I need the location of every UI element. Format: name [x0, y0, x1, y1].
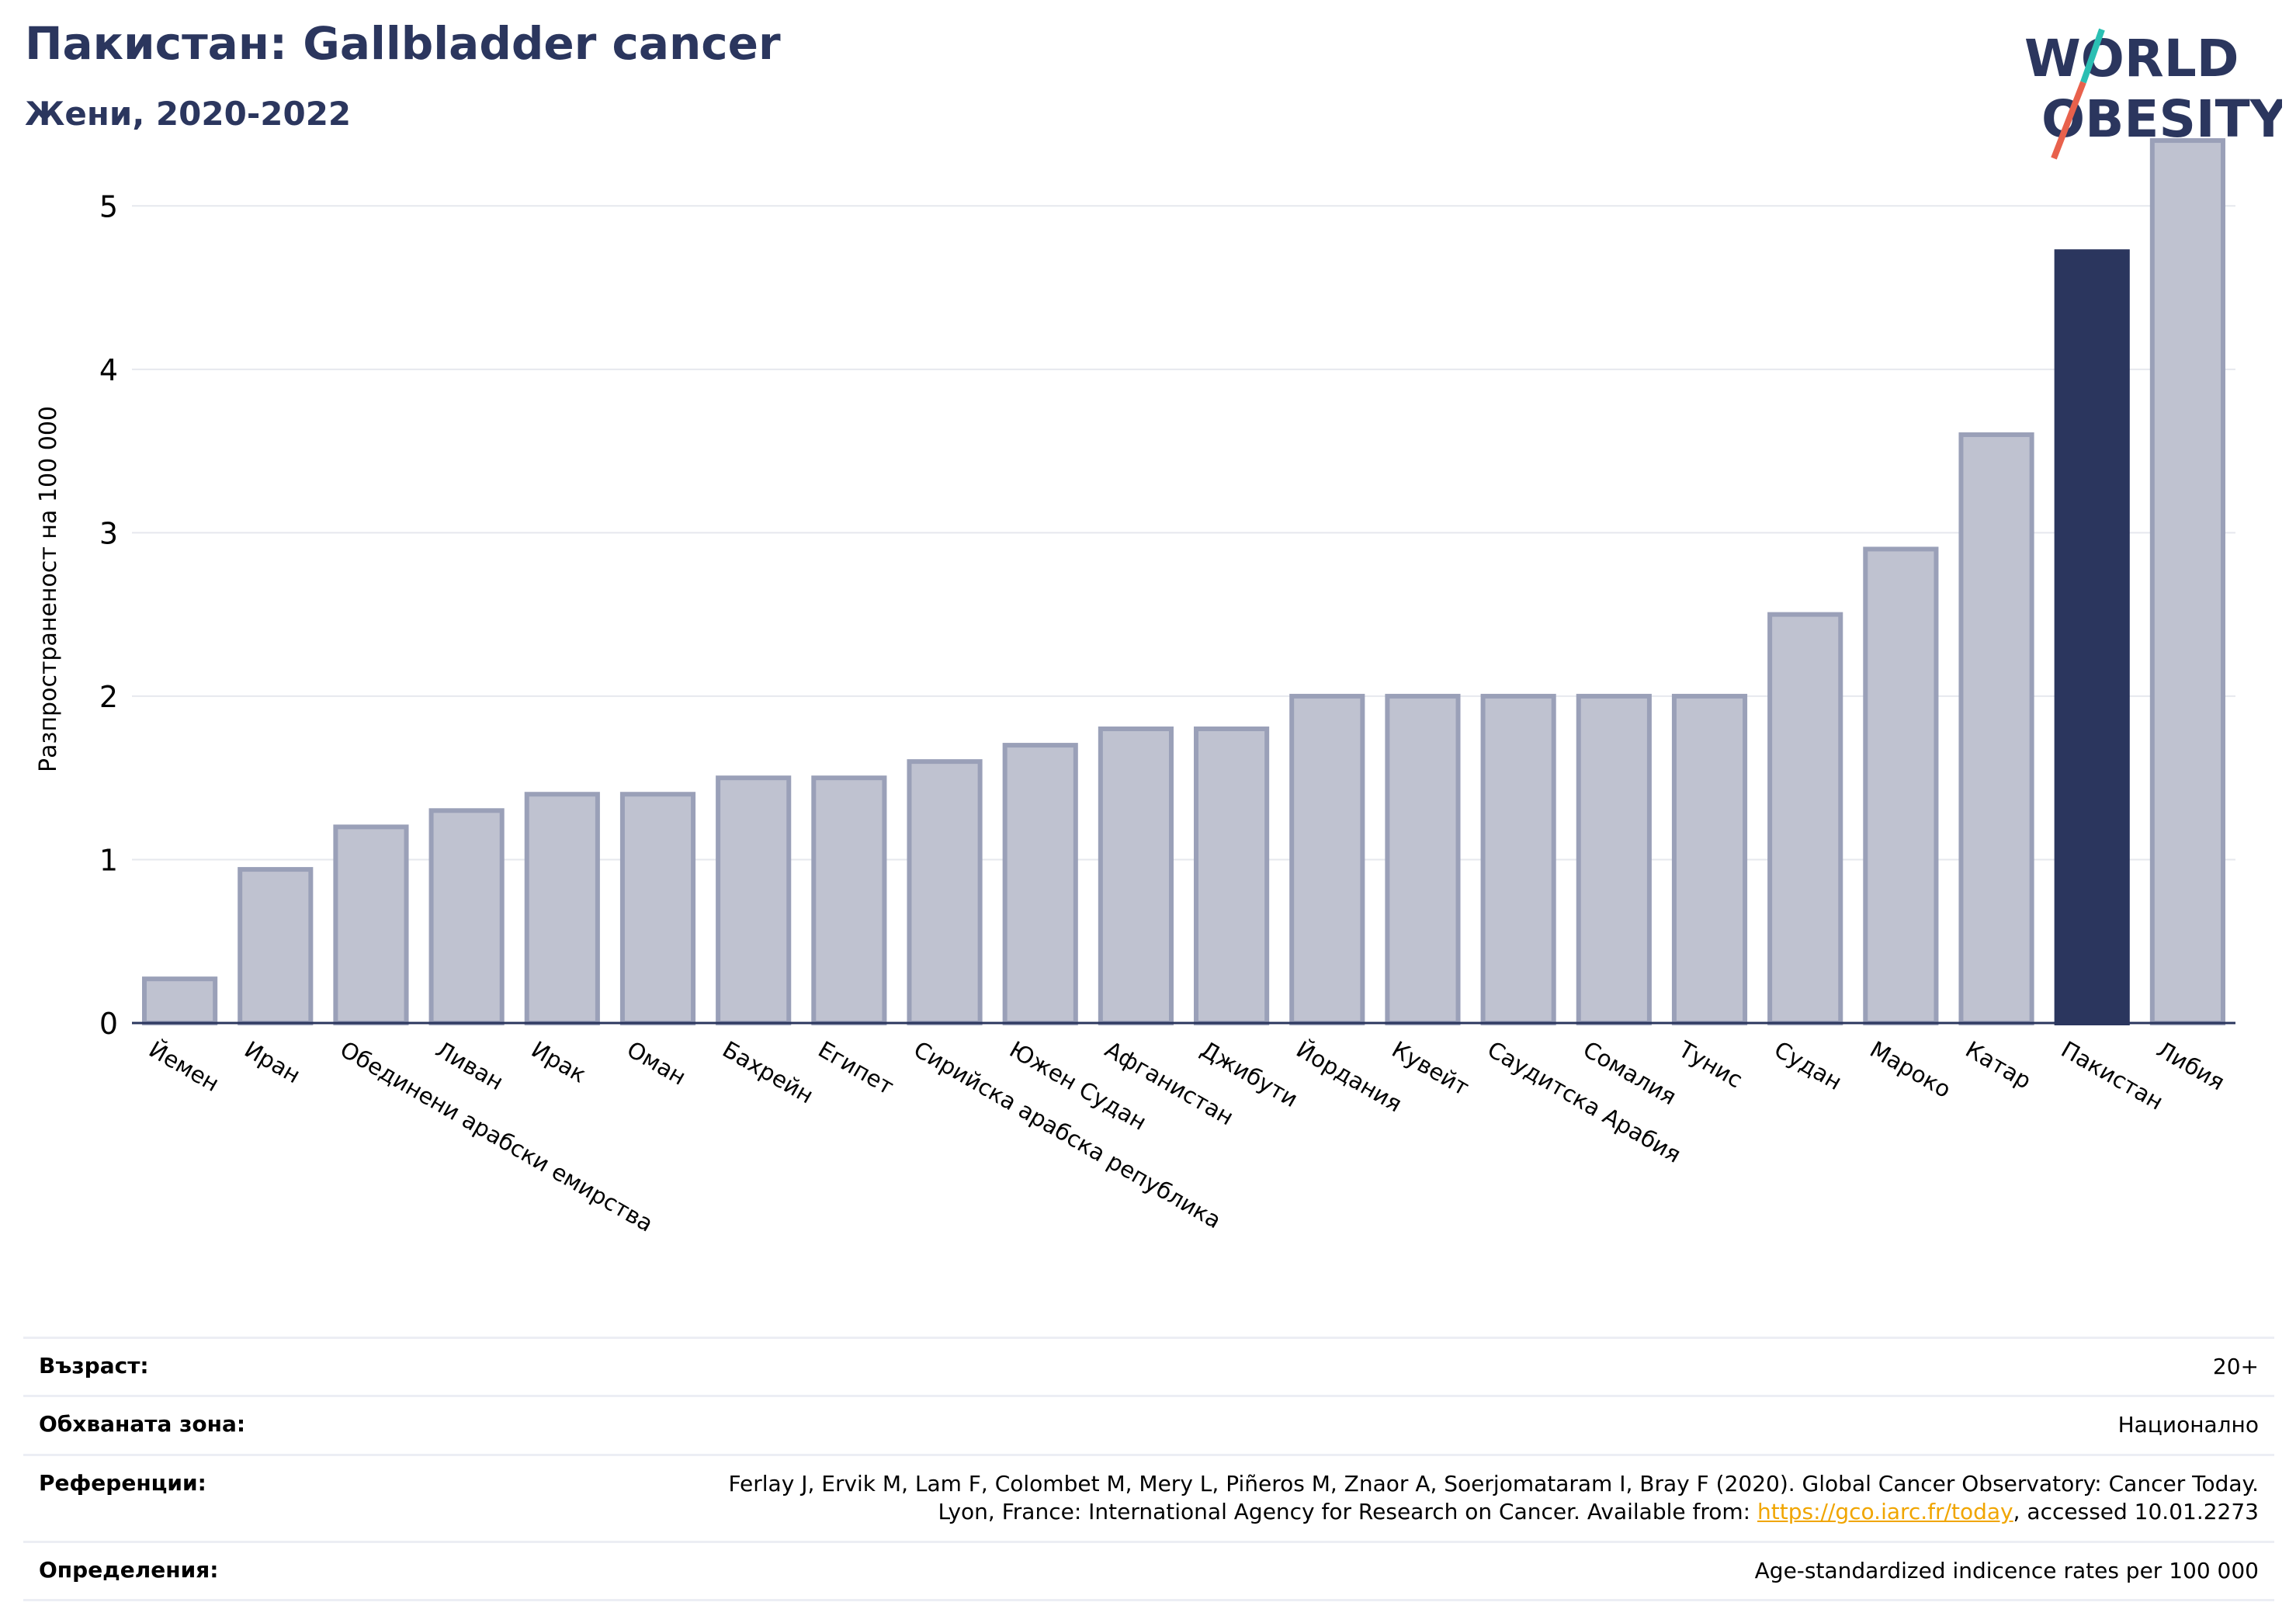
bar	[1002, 743, 1078, 1026]
y-tick-label: 3	[99, 516, 118, 550]
bar	[1958, 432, 2034, 1025]
bar	[619, 792, 696, 1026]
bar	[907, 759, 983, 1025]
age-value: 20+	[2212, 1354, 2259, 1379]
area-label: Обхваната зона:	[39, 1411, 246, 1437]
x-tick-label: Пакистан	[2057, 1036, 2168, 1115]
bar	[2054, 249, 2130, 1025]
y-tick-label: 2	[99, 680, 118, 714]
bar	[428, 808, 505, 1025]
x-tick-label: Йордания	[1292, 1036, 1406, 1118]
x-tick-label: Йемен	[144, 1036, 224, 1098]
age-label: Възраст:	[39, 1353, 149, 1379]
info-row-area: Обхваната зона: Национално	[23, 1395, 2274, 1453]
references-link[interactable]: https://gco.iarc.fr/today	[1757, 1499, 2013, 1525]
references-line1: Ferlay J, Ervik M, Lam F, Colombet M, Me…	[728, 1470, 2259, 1496]
x-tick-label: Тунис	[1673, 1035, 1747, 1093]
y-tick-label: 4	[99, 353, 118, 387]
page-subtitle: Жени, 2020-2022	[25, 95, 352, 133]
bar	[716, 775, 792, 1025]
info-row-definitions: Определения: Age-standardized indicence …	[23, 1540, 2274, 1601]
y-tick-label: 1	[99, 843, 118, 877]
info-row-references: Референции: Ferlay J, Ervik M, Lam F, Co…	[23, 1453, 2274, 1541]
bar	[142, 976, 218, 1025]
x-tick-label: Судан	[1770, 1036, 1847, 1096]
logo-slash-bottom	[2051, 81, 2086, 160]
bar	[238, 867, 314, 1025]
references-label: Референции:	[39, 1469, 206, 1496]
x-tick-label: Либия	[2152, 1036, 2229, 1096]
bar	[1576, 693, 1652, 1026]
y-tick-label: 5	[99, 189, 118, 224]
y-tick-labels: 0 1 2 3 4 5	[99, 189, 118, 1041]
definitions-value: Age-standardized indicence rates per 100…	[1754, 1557, 2259, 1583]
area-value: Национално	[2117, 1412, 2259, 1438]
x-tick-label: Ирак	[527, 1036, 591, 1088]
bar	[1098, 727, 1174, 1025]
bars	[142, 138, 2225, 1026]
references-line2-pre: Lyon, France: International Agency for R…	[938, 1499, 1757, 1525]
bar	[1194, 727, 1270, 1025]
x-tick-label: Мароко	[1865, 1036, 1955, 1104]
bar	[1863, 546, 1939, 1025]
bar	[1385, 693, 1461, 1026]
x-tick-label: Катар	[1961, 1036, 2036, 1094]
logo-line1: WORLD	[2024, 29, 2239, 88]
x-tick-labels: Йемен Иран Обединени арабски емирстваЛиван…	[144, 1035, 2229, 1237]
x-tick-label: Оман	[623, 1036, 691, 1091]
x-tick-label: Ливан	[432, 1036, 508, 1096]
info-row-age: Възраст: 20+	[23, 1337, 2274, 1395]
references-value: Ferlay J, Ervik M, Lam F, Colombet M, Me…	[728, 1470, 2259, 1527]
bar	[1767, 612, 1843, 1025]
x-tick-label: Египет	[813, 1036, 898, 1101]
y-axis-label: Разпространеност на 100 000	[35, 406, 62, 772]
world-obesity-logo: WORLD OBESITY	[2024, 28, 2282, 160]
bar	[1480, 693, 1556, 1026]
bar	[1289, 693, 1365, 1026]
bar	[811, 775, 887, 1025]
y-tick-label: 0	[99, 1007, 118, 1041]
info-table: Възраст: 20+ Обхваната зона: Национално …	[23, 1337, 2274, 1601]
references-line2-post: , accessed 10.01.2273	[2013, 1499, 2259, 1525]
bar	[333, 824, 409, 1025]
definitions-label: Определения:	[39, 1556, 219, 1583]
page-title: Пакистан: Gallbladder cancer	[25, 17, 781, 70]
x-tick-label: Бахрейн	[718, 1036, 818, 1109]
bar	[2149, 138, 2225, 1025]
bar	[524, 792, 600, 1026]
logo-slash-top	[2080, 28, 2105, 84]
bar	[1671, 693, 1748, 1026]
x-tick-label: Иран	[240, 1036, 305, 1089]
